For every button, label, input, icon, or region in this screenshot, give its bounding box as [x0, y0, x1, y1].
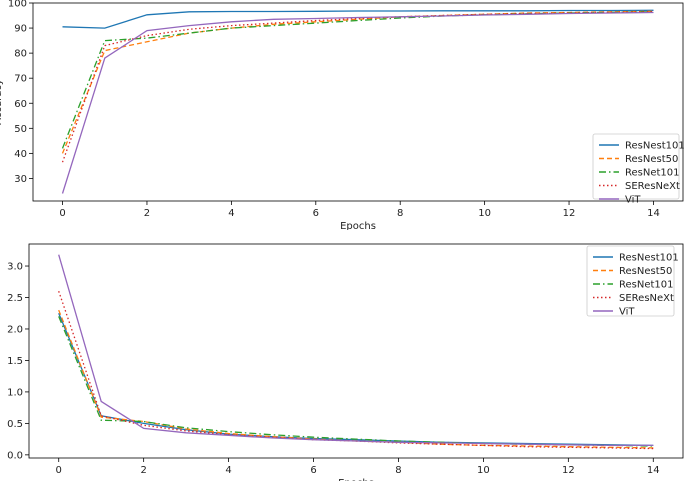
- loss-series-line-vit: [58, 254, 654, 447]
- loss-y-tick-label: 1.5: [7, 356, 23, 367]
- loss-series-line-resnest50: [58, 309, 654, 449]
- loss-legend-label: ViT: [619, 307, 635, 318]
- loss-plot-frame: [28, 243, 684, 459]
- loss-x-tick-label: 6: [310, 465, 316, 476]
- loss-x-tick-label: 10: [477, 465, 490, 476]
- loss-y-tick-label: 2.0: [7, 324, 23, 335]
- accuracy-x-axis-label: Epochs: [340, 221, 376, 230]
- accuracy-y-tick-label: 30: [14, 174, 27, 185]
- accuracy-y-tick-label: 40: [14, 149, 27, 160]
- accuracy-series-line-resnest101: [62, 9, 654, 29]
- accuracy-x-tick-label: 0: [59, 208, 65, 219]
- accuracy-x-tick-label: 8: [397, 208, 403, 219]
- accuracy-series-line-seresnext: [61, 11, 654, 163]
- accuracy-plot-frame: [32, 2, 684, 202]
- loss-chart: 024681012140.00.51.01.52.02.53.0EpochsLo…: [7, 243, 684, 481]
- accuracy-x-tick-label: 2: [144, 208, 150, 219]
- accuracy-y-tick-label: 50: [14, 124, 27, 135]
- loss-y-tick-label: 2.5: [7, 293, 23, 304]
- accuracy-y-tick-label: 70: [14, 74, 27, 85]
- accuracy-legend-label: ResNet101: [625, 168, 680, 179]
- loss-y-tick-label: 1.0: [7, 387, 23, 398]
- accuracy-series-line-resnet101: [61, 11, 654, 149]
- accuracy-y-tick-label: 60: [14, 99, 27, 110]
- loss-x-tick-label: 4: [225, 465, 231, 476]
- accuracy-legend-label: ViT: [625, 195, 641, 206]
- loss-y-tick-label: 0.5: [7, 419, 23, 430]
- loss-legend-label: SEResNeXt: [619, 293, 674, 304]
- loss-series-line-resnest101: [58, 312, 654, 447]
- loss-legend-label: ResNest101: [619, 253, 679, 264]
- loss-x-axis-label: Epochs: [338, 478, 374, 481]
- accuracy-y-axis-label: Accuracy: [0, 79, 4, 125]
- accuracy-legend-label: SEResNeXt: [625, 181, 680, 192]
- accuracy-x-tick-label: 6: [313, 208, 319, 219]
- loss-x-tick-label: 2: [140, 465, 146, 476]
- accuracy-chart: 0 2 4 6 8 10 12 14 30 40 50 60 70 80 90 100 Epochs Accura…: [0, 0, 685, 230]
- accuracy-x-tick-label: 4: [228, 208, 234, 219]
- accuracy-y-tick-label: 80: [14, 49, 27, 60]
- loss-legend-label: ResNest50: [619, 266, 672, 277]
- accuracy-y-tick-label: 100: [8, 0, 27, 10]
- accuracy-x-tick-label: 10: [478, 208, 491, 219]
- loss-y-tick-label: 3.0: [7, 262, 23, 273]
- accuracy-legend-label: ResNest50: [625, 154, 678, 165]
- accuracy-x-tick-label: 14: [647, 208, 660, 219]
- loss-x-tick-label: 14: [647, 465, 660, 476]
- loss-legend-label: ResNet101: [619, 280, 674, 291]
- accuracy-x-tick-label: 12: [563, 208, 576, 219]
- accuracy-legend: [592, 133, 680, 200]
- loss-series-line-seresnext: [58, 290, 654, 450]
- accuracy-series-line-vit: [61, 11, 654, 194]
- loss-x-tick-label: 8: [395, 465, 401, 476]
- loss-series-line-resnet101: [58, 316, 654, 447]
- accuracy-y-tick-label: 90: [14, 24, 27, 35]
- loss-x-tick-label: 12: [562, 465, 575, 476]
- accuracy-series-line-resnest50: [61, 10, 654, 154]
- accuracy-legend-label: ResNest101: [625, 141, 685, 152]
- loss-legend: [586, 245, 675, 317]
- loss-y-tick-label: 0.0: [7, 450, 23, 461]
- loss-x-tick-label: 0: [56, 465, 62, 476]
